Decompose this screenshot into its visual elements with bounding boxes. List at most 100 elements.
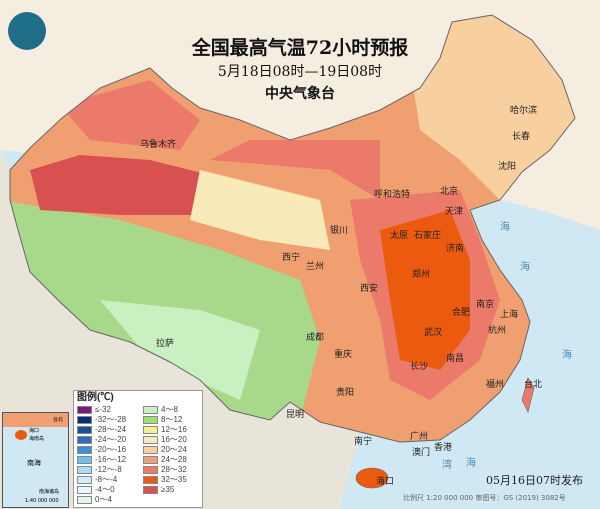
city-label: 海口 [376,477,395,487]
city-label: 重庆 [334,350,353,360]
city-label: 沈阳 [498,162,517,172]
legend-title: 图例(℃) [77,392,114,403]
legend-swatch [143,426,158,434]
legend-label: -32～-28 [95,415,127,424]
inset-city: 台北 [53,417,64,423]
legend-item: 32～35 [143,475,203,485]
inset-caption: 南海诸岛 [39,489,60,495]
city-label: 贵阳 [336,388,355,398]
city-label: 拉萨 [156,339,175,349]
legend-label: 0～4 [95,495,112,504]
publish-time: 05月16日07时发布 [486,474,583,487]
legend-item: 20～24 [143,445,203,455]
city-label: 太原 [390,231,409,241]
city-label: 武汉 [424,328,443,338]
city-label: 福州 [486,380,505,390]
legend-item: 16～20 [143,435,203,445]
sea-label: 海 [500,222,510,233]
legend-label: -20～-16 [95,445,127,454]
legend-swatch [77,476,92,484]
legend-item: 12～16 [143,425,203,435]
legend-item: 28～32 [143,465,203,475]
legend-label: 20～24 [161,445,187,454]
city-label: 广州 [410,432,429,442]
legend-swatch [77,436,92,444]
legend-label: -4～0 [95,485,115,494]
sea-label: 海 [466,458,476,469]
legend-swatch [143,416,158,424]
inset-city: 海南岛 [29,436,45,442]
city-label: 台北 [524,380,543,390]
legend-label: ≤-32 [95,405,111,414]
city-label: 昆明 [286,410,305,420]
legend-label: -24～-20 [95,435,127,444]
legend-label: 4～8 [161,405,178,414]
legend-item: -20～-16 [77,445,143,455]
legend-item: 8～12 [143,415,203,425]
city-label: 南京 [476,300,495,310]
city-label: 哈尔滨 [510,106,538,116]
city-label: 长春 [512,132,531,142]
city-label: 合肥 [452,308,471,318]
legend-swatch [143,466,158,474]
legend-item: -28～-24 [77,425,143,435]
legend-label: -28～-24 [95,425,127,434]
city-label: 长沙 [410,362,429,372]
legend-label: 12～16 [161,425,187,434]
legend-label: 8～12 [161,415,183,424]
city-label: 兰州 [306,262,325,272]
sea-label: 海 [520,262,530,273]
legend-item: ≤-32 [77,405,143,415]
legend-item: -4～0 [77,485,143,495]
legend-swatch [143,406,158,414]
legend-label: -12～-8 [95,465,122,474]
legend-swatch [143,486,158,494]
legend-label: 24～28 [161,455,187,464]
scale-note: 比例尺 1:20 000 000 审图号：GS (2019) 3082号 [403,494,566,502]
cma-logo [8,12,46,50]
legend-label: 32～35 [161,475,187,484]
inset-scale: 1:40 000 000 [25,498,59,504]
legend-item: ≥35 [143,485,203,495]
city-label: 成都 [306,333,325,343]
city-label: 西安 [360,284,379,294]
legend-item: -32～-28 [77,415,143,425]
legend-label: -16～-12 [95,455,127,464]
city-label: 澳门 [412,448,431,458]
legend-swatch [143,456,158,464]
legend-item: 0～4 [77,495,143,505]
legend-item: -12～-8 [77,465,143,475]
legend-item: 24～28 [143,455,203,465]
legend-swatch [77,486,92,494]
city-label: 济南 [446,244,465,254]
city-label: 杭州 [488,326,507,336]
city-label: 香港 [434,443,453,453]
city-label: 天津 [445,207,464,217]
legend-item: -16～-12 [77,455,143,465]
legend-swatch [77,416,92,424]
city-label: 西宁 [282,253,301,263]
hainan-island [355,467,389,489]
legend-label: 16～20 [161,435,187,444]
city-label: 乌鲁木齐 [140,140,177,150]
city-label: 北京 [440,187,459,197]
legend-item: -8～-4 [77,475,143,485]
legend-swatch [77,426,92,434]
legend-swatch [77,456,92,464]
legend-swatch [77,496,92,504]
city-label: 郑州 [412,270,431,280]
legend-item: -24～-20 [77,435,143,445]
inset-sea-label: 南海 [27,459,41,467]
city-label: 上海 [500,310,519,320]
legend-label: 28～32 [161,465,187,474]
legend-swatch [143,436,158,444]
legend-label: ≥35 [161,485,175,494]
map-subtitle: 5月18日08时—19日08时 [217,64,383,80]
inset-city: 海口 [29,428,40,434]
legend-item: 4～8 [143,405,203,415]
taiwan-island [521,377,535,413]
map-title: 全国最高气温72小时预报 [191,37,409,59]
issuer: 中央气象台 [265,86,335,102]
city-label: 石家庄 [414,231,442,241]
city-label: 呼和浩特 [374,190,411,200]
